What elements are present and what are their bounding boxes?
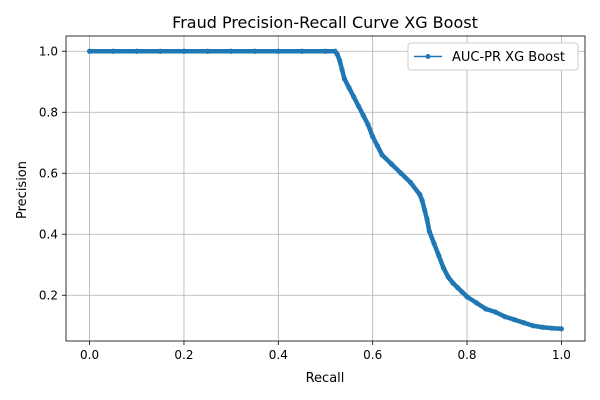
series-point: [450, 280, 456, 286]
series-point: [445, 274, 451, 280]
series-point: [388, 161, 395, 167]
series-point: [436, 253, 442, 259]
legend-box: [407, 42, 579, 71]
series-point: [275, 48, 281, 54]
series-point: [558, 326, 565, 332]
series-point: [455, 285, 461, 291]
series-point: [424, 216, 430, 222]
series-point: [502, 314, 508, 320]
series-point: [374, 143, 380, 149]
series-point: [370, 134, 376, 140]
y-tick-label: 1.0: [39, 44, 58, 58]
x-axis-label: Recall: [306, 371, 345, 386]
series-point: [322, 48, 329, 54]
tick-layer: 0.0 0.2 0.4 0.6 0.8 1.0 0.2 0.4 0.6 0.8 1.0: [39, 44, 571, 362]
series-point: [204, 48, 211, 54]
series-point: [379, 152, 385, 158]
series-point: [539, 324, 546, 330]
series-line: [87, 49, 564, 332]
series-point: [421, 207, 428, 213]
x-tick-label: 0.4: [269, 348, 288, 362]
series-point: [459, 289, 465, 295]
x-tick-label: 0.6: [363, 348, 382, 362]
series-point: [157, 48, 163, 54]
y-tick-label: 0.6: [39, 166, 58, 180]
series-point: [440, 265, 447, 271]
x-tick-label: 0.8: [457, 348, 476, 362]
series-point: [337, 57, 343, 64]
series-point: [299, 48, 305, 54]
series-point: [110, 48, 116, 54]
legend-entry-label: AUC-PR XG Boost: [452, 50, 565, 65]
x-tick-label: 0.2: [174, 348, 193, 362]
series-point: [473, 300, 480, 306]
series-point: [464, 294, 470, 300]
series-point: [86, 48, 93, 54]
series-point: [365, 121, 371, 128]
legend: AUC-PR XG Boost: [407, 42, 579, 71]
grid-layer: [66, 36, 585, 341]
x-tick-label: 1.0: [552, 348, 571, 362]
series-point: [228, 48, 234, 54]
legend-marker-swatch: [425, 54, 431, 59]
series-point: [521, 320, 527, 326]
chart-title: Fraud Precision-Recall Curve XG Boost: [172, 13, 478, 32]
series-point: [530, 323, 536, 329]
series-point: [346, 85, 352, 91]
y-axis-label: Precision: [15, 161, 30, 219]
series-point: [419, 198, 425, 204]
series-point: [483, 306, 489, 312]
series-point: [134, 48, 140, 54]
series-point: [341, 76, 347, 82]
series-point: [252, 48, 258, 54]
series-point: [511, 317, 517, 323]
series-point: [360, 112, 366, 118]
series-point: [431, 240, 437, 246]
plot-frame: [65, 35, 586, 342]
series-point: [492, 309, 498, 315]
y-tick-label: 0.2: [39, 288, 58, 302]
series-point: [339, 66, 345, 73]
series-point: [407, 179, 414, 185]
series-point: [181, 48, 187, 54]
series-point: [351, 94, 357, 100]
series-point: [417, 192, 423, 198]
x-tick-label: 0.0: [80, 348, 99, 362]
series-point: [398, 170, 404, 176]
series-point: [334, 51, 340, 57]
series-point: [355, 103, 362, 109]
series-point: [426, 228, 432, 234]
y-tick-label: 0.8: [39, 105, 58, 119]
y-tick-label: 0.4: [39, 227, 58, 241]
series-layer: [86, 48, 565, 332]
series-point: [549, 325, 555, 331]
